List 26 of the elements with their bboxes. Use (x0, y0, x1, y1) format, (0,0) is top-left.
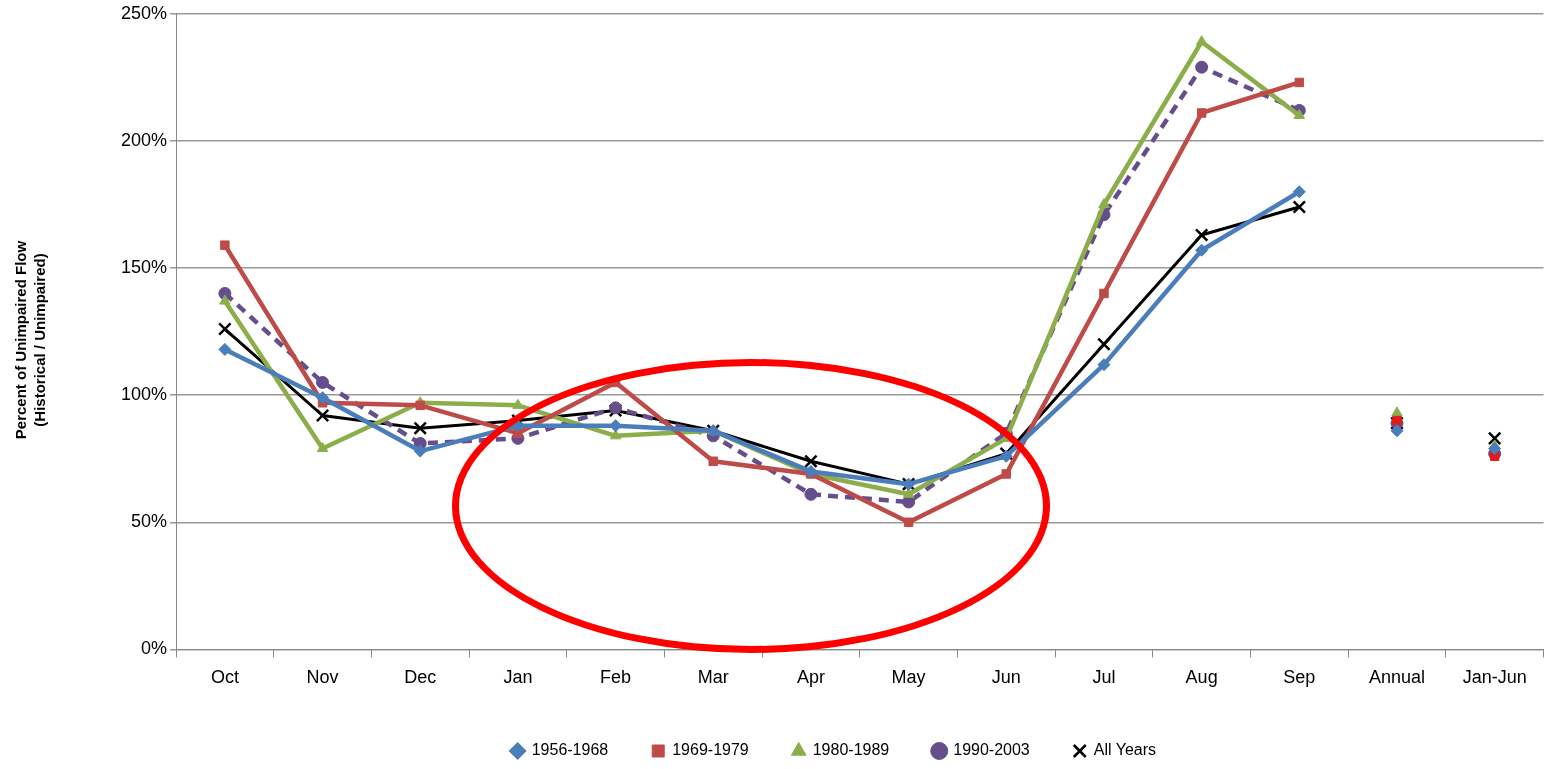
y-axis-title: Percent of Unimpaired Flow (Historical / Unimpaired) (11, 240, 49, 440)
x-tick-label: Aug (1185, 667, 1218, 688)
y-tick-label: 50% (131, 511, 168, 532)
y-tick-label: 150% (120, 257, 168, 278)
x-tick-label: Nov (306, 667, 339, 688)
x-tick-label: Sep (1283, 667, 1316, 688)
x-tick-label: May (891, 667, 926, 688)
legend-label: 1980-1989 (812, 741, 890, 759)
x-tick-label: Jul (1092, 667, 1116, 688)
legend-label: 1969-1979 (672, 741, 749, 759)
x-tick-label: Dec (404, 667, 437, 688)
x-tick-label: Apr (796, 667, 825, 688)
y-tick-label: 250% (120, 2, 168, 23)
legend-label: 1956-1968 (531, 741, 609, 759)
x-tick-label: Oct (210, 667, 239, 688)
x-tick-label: Mar (697, 667, 729, 688)
y-tick-label: 100% (120, 384, 168, 405)
x-tick-label: Jun (991, 667, 1021, 688)
x-tick-label: Jan (503, 667, 533, 688)
y-tick-label: 0% (141, 638, 168, 659)
x-tick-label: Jan-Jun (1462, 667, 1527, 688)
x-tick-label: Feb (600, 667, 632, 688)
y-tick-label: 200% (120, 129, 168, 150)
x-tick-label: Annual (1368, 667, 1426, 688)
legend-label: 1990-2003 (953, 741, 1030, 759)
legend-label: All Years (1093, 741, 1157, 759)
